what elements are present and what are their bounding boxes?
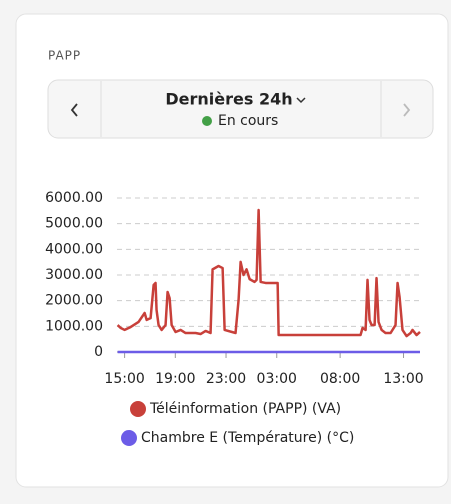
legend-swatch[interactable] bbox=[130, 401, 146, 417]
x-tick-label: 08:00 bbox=[320, 371, 360, 387]
y-tick-label: 2000.00 bbox=[45, 293, 103, 309]
previous-button[interactable] bbox=[70, 103, 78, 117]
status-label: En cours bbox=[218, 113, 278, 129]
y-tick-label: 5000.00 bbox=[45, 216, 103, 232]
y-tick-label: 3000.00 bbox=[45, 267, 103, 283]
legend-label[interactable]: Téléinformation (PAPP) (VA) bbox=[149, 401, 341, 417]
period-selector[interactable] bbox=[47, 79, 434, 139]
x-tick-label: 13:00 bbox=[383, 371, 423, 387]
x-tick-label: 23:00 bbox=[206, 371, 246, 387]
period-label[interactable]: Dernières 24h bbox=[165, 90, 292, 109]
y-tick-label: 0 bbox=[94, 344, 103, 360]
card-title: PAPP bbox=[48, 49, 81, 63]
x-tick-label: 03:00 bbox=[257, 371, 297, 387]
y-tick-label: 6000.00 bbox=[45, 190, 103, 206]
dropdown-chevron[interactable] bbox=[296, 97, 306, 104]
legend-swatch[interactable] bbox=[121, 430, 137, 446]
y-tick-label: 4000.00 bbox=[45, 241, 103, 257]
series-line bbox=[116, 208, 421, 338]
legend-label[interactable]: Chambre E (Température) (°C) bbox=[141, 430, 354, 446]
x-tick-label: 19:00 bbox=[155, 371, 195, 387]
status-dot bbox=[202, 116, 212, 126]
y-tick-label: 1000.00 bbox=[45, 318, 103, 334]
x-tick-label: 15:00 bbox=[104, 371, 144, 387]
next-button[interactable] bbox=[403, 103, 411, 117]
